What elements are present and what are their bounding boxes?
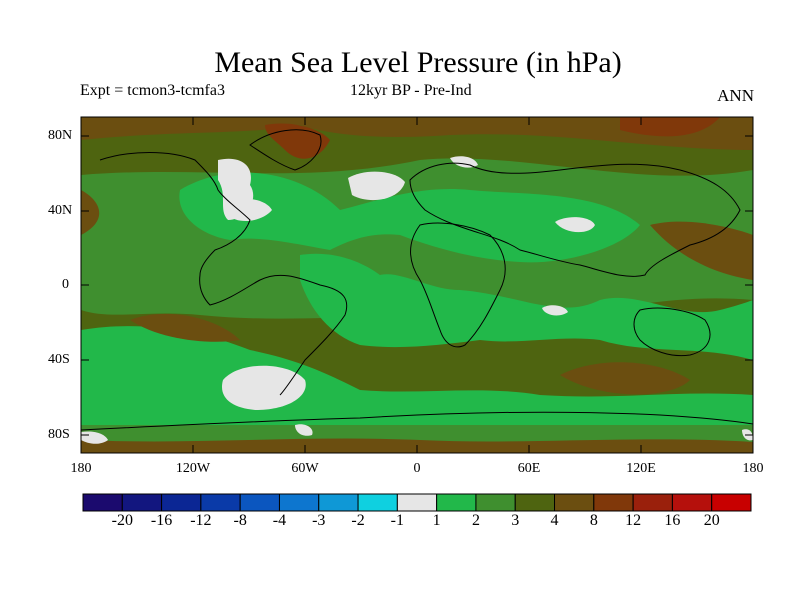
field-iceland-grey xyxy=(348,171,405,201)
colorbar-tick-label: 20 xyxy=(703,512,720,529)
colorbar-tick-label: 3 xyxy=(511,512,520,529)
lon-label-180e: 180 xyxy=(742,461,764,476)
season-label: ANN xyxy=(717,86,754,105)
colorbar-tick-label: 16 xyxy=(664,512,681,529)
colorbar xyxy=(82,493,752,512)
colorbar-swatch xyxy=(357,493,398,512)
lon-label-0: 0 xyxy=(413,461,421,476)
coastlines xyxy=(81,129,753,431)
colorbar-tick-label: -8 xyxy=(233,512,247,529)
field-westpacific-brown xyxy=(650,221,753,280)
colorbar-swatch xyxy=(671,493,713,512)
lon-ticks xyxy=(80,117,754,453)
lat-label-40n: 40N xyxy=(48,203,73,218)
field-siberia-rust xyxy=(620,117,720,137)
lat-label-equator: 0 xyxy=(62,277,69,292)
colorbar-swatch xyxy=(436,493,477,512)
lon-label-180w: 180 xyxy=(70,461,92,476)
colorbar-tick-label: -20 xyxy=(111,512,133,529)
field-scandinavia-grey xyxy=(450,156,478,168)
colorbar-swatch xyxy=(82,493,123,512)
coast-australia xyxy=(633,307,711,357)
colorbar-swatch xyxy=(554,493,595,512)
colorbar-swatch xyxy=(121,493,163,512)
colorbar-tick-label: 12 xyxy=(625,512,642,529)
colorbar-tick-label: 8 xyxy=(589,512,598,529)
field-south-pacific-brown xyxy=(130,313,240,342)
coast-africa xyxy=(410,222,506,348)
lat-label-80s: 80S xyxy=(48,427,70,442)
colorbar-swatch xyxy=(711,493,752,512)
lat-label-80n: 80N xyxy=(48,128,73,143)
field-pacific-brown xyxy=(81,190,100,235)
field-arctic-brown xyxy=(81,117,753,150)
colorbar-swatch xyxy=(161,493,202,512)
field-tibet-grey xyxy=(555,217,595,233)
coast-americas xyxy=(99,152,348,396)
colorbar-swatch xyxy=(200,493,241,512)
field-antarctic-grey-peninsula xyxy=(295,424,313,436)
field-north-lightgreen xyxy=(179,172,640,263)
colorbar-tick-label: 4 xyxy=(550,512,559,529)
colorbar-swatch xyxy=(593,493,634,512)
colorbar-swatch xyxy=(278,493,320,512)
colorbar-swatch xyxy=(318,493,359,512)
colorbar-tick-label: -2 xyxy=(351,512,365,529)
field-south-indian-brown xyxy=(560,362,690,395)
colorbar-swatch xyxy=(632,493,673,512)
colorbar-tick-label: -3 xyxy=(312,512,326,529)
field-tropical-lightgreen xyxy=(300,253,753,360)
colorbar-tick-label: -16 xyxy=(150,512,173,529)
field-south-pacific-grey xyxy=(221,365,306,410)
field-indian-ocean-grey xyxy=(542,305,568,316)
colorbar-swatch xyxy=(396,493,438,512)
field-labrador-grey xyxy=(228,198,272,222)
colorbar-tick-label: 2 xyxy=(471,512,480,529)
lon-label-60w: 60W xyxy=(291,461,319,476)
pressure-field xyxy=(81,117,753,453)
colorbar-tick-label: -12 xyxy=(190,512,212,529)
lon-label-120e: 120E xyxy=(626,461,656,476)
coast-antarctica xyxy=(81,411,753,431)
period-label: 12kyr BP - Pre-Ind xyxy=(350,82,472,99)
coast-greenland xyxy=(249,129,322,171)
lon-label-60e: 60E xyxy=(517,461,541,476)
colorbar-swatch xyxy=(475,493,516,512)
lon-label-120w: 120W xyxy=(175,461,211,476)
colorbar-tick-label: -4 xyxy=(272,512,287,529)
map-title: Mean Sea Level Pressure (in hPa) xyxy=(214,46,622,79)
experiment-label: Expt = tcmon3-tcmfa3 xyxy=(80,82,225,99)
colorbar-tick-label: -1 xyxy=(390,512,404,529)
coast-eurasia xyxy=(409,162,741,277)
lat-ticks xyxy=(81,135,753,436)
colorbar-swatch xyxy=(239,493,280,512)
colorbar-tick-label: 1 xyxy=(432,512,441,529)
colorbar-swatch xyxy=(514,493,556,512)
lat-label-40s: 40S xyxy=(48,352,70,367)
